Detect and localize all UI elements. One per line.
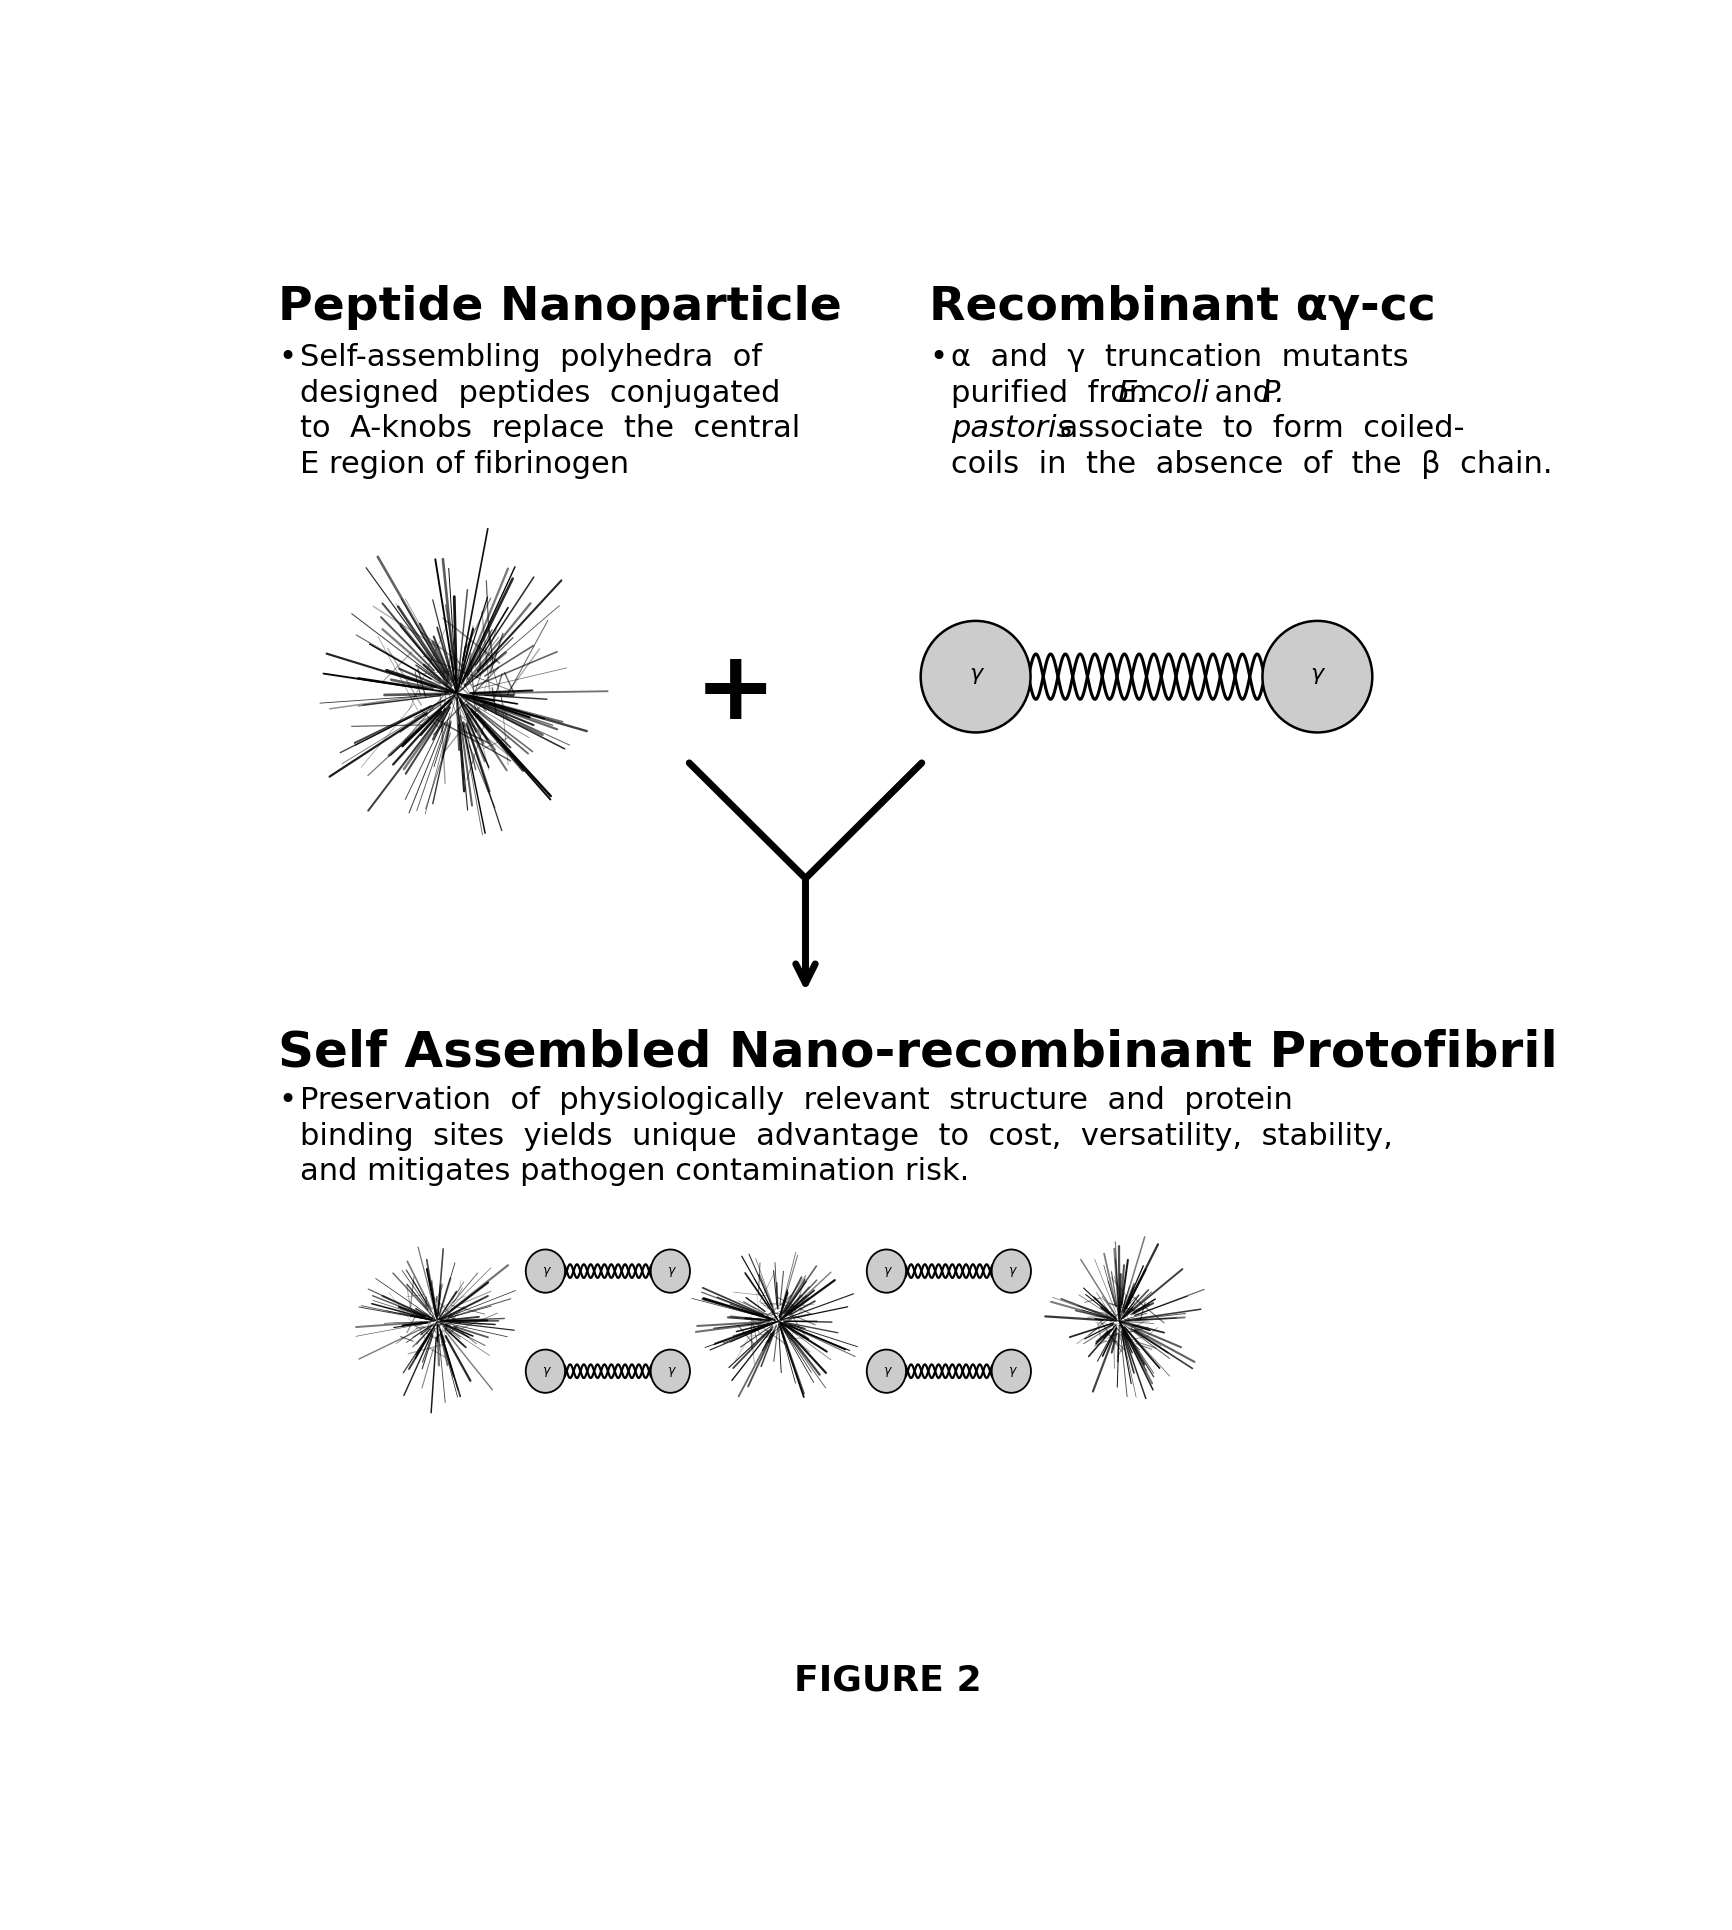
Text: γ: γ	[667, 1264, 674, 1278]
Text: +: +	[695, 645, 776, 739]
Text: E region of fibrinogen: E region of fibrinogen	[300, 450, 629, 479]
Text: Peptide Nanoparticle: Peptide Nanoparticle	[279, 286, 842, 330]
Text: γ: γ	[667, 1365, 674, 1376]
Text: α  and  γ  truncation  mutants: α and γ truncation mutants	[951, 344, 1408, 372]
Ellipse shape	[866, 1349, 906, 1393]
Text: •: •	[930, 344, 947, 372]
Ellipse shape	[527, 1249, 565, 1293]
Text: to  A-knobs  replace  the  central: to A-knobs replace the central	[300, 415, 800, 444]
Text: Preservation  of  physiologically  relevant  structure  and  protein: Preservation of physiologically relevant…	[300, 1087, 1294, 1116]
Ellipse shape	[866, 1249, 906, 1293]
Ellipse shape	[651, 1249, 689, 1293]
Text: γ: γ	[883, 1264, 890, 1278]
Text: •: •	[279, 344, 296, 372]
Text: γ: γ	[1311, 664, 1323, 685]
Text: γ: γ	[968, 664, 982, 685]
Text: γ: γ	[883, 1365, 890, 1376]
Text: Self Assembled Nano-recombinant Protofibril: Self Assembled Nano-recombinant Protofib…	[279, 1029, 1559, 1077]
Text: γ: γ	[1008, 1365, 1015, 1376]
Text: FIGURE 2: FIGURE 2	[793, 1664, 982, 1698]
Ellipse shape	[651, 1349, 689, 1393]
Text: γ: γ	[542, 1264, 549, 1278]
Text: purified  from: purified from	[951, 378, 1178, 407]
Text: and mitigates pathogen contamination risk.: and mitigates pathogen contamination ris…	[300, 1158, 970, 1187]
Ellipse shape	[992, 1349, 1031, 1393]
Text: binding  sites  yields  unique  advantage  to  cost,  versatility,  stability,: binding sites yields unique advantage to…	[300, 1121, 1393, 1150]
Text: Self-assembling  polyhedra  of: Self-assembling polyhedra of	[300, 344, 762, 372]
Ellipse shape	[1263, 621, 1372, 733]
Text: associate  to  form  coiled-: associate to form coiled-	[1041, 415, 1465, 444]
Text: and: and	[1195, 378, 1292, 407]
Ellipse shape	[921, 621, 1031, 733]
Text: γ: γ	[542, 1365, 549, 1376]
Ellipse shape	[527, 1349, 565, 1393]
Text: Recombinant αγ-cc: Recombinant αγ-cc	[930, 286, 1436, 330]
Text: γ: γ	[1008, 1264, 1015, 1278]
Text: designed  peptides  conjugated: designed peptides conjugated	[300, 378, 781, 407]
Text: coils  in  the  absence  of  the  β  chain.: coils in the absence of the β chain.	[951, 450, 1552, 479]
Ellipse shape	[992, 1249, 1031, 1293]
Text: P.: P.	[1261, 378, 1285, 407]
Text: •: •	[279, 1087, 296, 1116]
Text: pastoris: pastoris	[951, 415, 1072, 444]
Text: E. coli: E. coli	[1117, 378, 1209, 407]
